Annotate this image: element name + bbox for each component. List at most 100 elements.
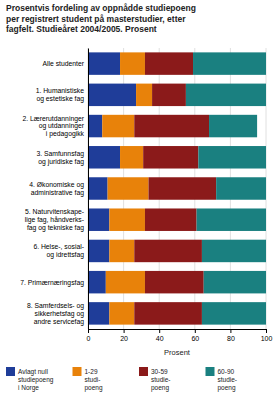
x-axis-title: Prosent xyxy=(164,348,191,357)
text-line: andre servicefag xyxy=(34,318,84,326)
bar xyxy=(120,146,143,168)
tick-label: 5. Naturvitenskape-lige fag, håndverks-f… xyxy=(25,208,85,232)
legend-swatch xyxy=(6,367,15,376)
bars xyxy=(88,52,266,324)
tick-mark xyxy=(195,329,196,333)
plot: 0 20 40 60 80 100 Prosent Alle studenter 1. Huma… xyxy=(20,48,272,357)
text-line: 2. Lærerutdanninger xyxy=(22,115,84,123)
bar xyxy=(106,271,145,293)
bar xyxy=(134,115,209,137)
legend: Avlagt nullstudiepoengi Norge 1-29studi-p… xyxy=(6,367,237,392)
text-line: 3. Samfunnsfag xyxy=(36,150,84,158)
legend-swatch xyxy=(206,367,215,376)
bar xyxy=(145,52,193,74)
tick-label: 3. Samfunnsfagog juridiske fag xyxy=(36,150,84,166)
text-line: studie- xyxy=(151,376,171,383)
bar xyxy=(102,115,134,137)
bar xyxy=(149,177,217,199)
bar xyxy=(134,240,202,262)
tick-label: 6. Helse-, sosial-og idrettsfag xyxy=(33,243,84,259)
grid-line xyxy=(88,48,89,329)
tick: 4. Økonomiske ogadministrative fag xyxy=(29,181,84,197)
bar xyxy=(88,177,108,199)
text-line: og idrettsfag xyxy=(47,251,85,259)
tick-label: 100 xyxy=(261,335,273,342)
title: Prosentvis fordeling av oppnådde studiep… xyxy=(6,3,196,34)
chart: Prosentvis fordeling av oppnådde studiep… xyxy=(0,0,278,409)
text-line: poeng xyxy=(151,384,169,392)
text-line: studi- xyxy=(85,376,101,383)
text-line: og estetiske fag xyxy=(36,95,84,103)
bar xyxy=(209,115,257,137)
text-line: 8. Samferdsels- og xyxy=(27,302,84,310)
text-line: per registrert student på masterstudier,… xyxy=(6,14,186,24)
tick: 80 xyxy=(227,329,235,342)
tick-mark xyxy=(88,329,89,333)
text-line: 1-29 xyxy=(85,368,98,375)
text-line: administrative fag xyxy=(31,189,84,197)
bar xyxy=(198,146,266,168)
legend-item: 1-29studi-poeng xyxy=(73,367,103,392)
legend-label: Avlagt nullstudiepoengi Norge xyxy=(18,368,54,392)
tick: 6. Helse-, sosial-og idrettsfag xyxy=(33,243,84,259)
bar xyxy=(109,208,145,230)
series xyxy=(186,52,266,324)
y-axis: Alle studenter 1. Humanistiskeog estetisk… xyxy=(20,49,88,330)
text-line: poeng xyxy=(85,384,103,392)
axis-line xyxy=(89,330,267,334)
bar xyxy=(216,177,266,199)
bar xyxy=(152,84,186,106)
text-line: Avlagt null xyxy=(18,368,48,376)
tick-label: 40 xyxy=(156,335,164,342)
tick-label: 0 xyxy=(87,335,91,342)
bar xyxy=(202,240,266,262)
text-line: i pedagogikk xyxy=(46,130,85,138)
text-line: og utdanninger xyxy=(39,122,85,130)
legend-label: 30-59studie-poeng xyxy=(151,368,171,392)
tick: 7. Primærnæringsfag xyxy=(20,279,84,287)
tick-label: 8. Samferdsels- ogsikkerhetsfag ogandre … xyxy=(27,302,84,326)
text-line: og juridiske fag xyxy=(38,158,84,166)
tick: 3. Samfunnsfagog juridiske fag xyxy=(36,150,84,166)
legend-item: 30-59studie-poeng xyxy=(139,367,171,392)
text-line: fagfelt. Studieåret 2004/2005. Prosent xyxy=(6,24,157,34)
bar xyxy=(88,115,102,137)
tick-mark xyxy=(124,329,125,333)
axis-line xyxy=(88,49,89,330)
text-line: 7. Primærnæringsfag xyxy=(20,279,84,287)
tick: 60 xyxy=(191,329,199,342)
bar xyxy=(143,146,198,168)
bar xyxy=(202,302,266,324)
tick-label: 2. Lærerutdanningerog utdanningeri pedag… xyxy=(22,115,84,139)
tick: 5. Naturvitenskape-lige fag, håndverks-f… xyxy=(25,208,85,232)
tick: 100 xyxy=(261,329,273,342)
tick: 20 xyxy=(120,329,128,342)
series xyxy=(102,52,152,324)
text-line: lige fag, håndverks- xyxy=(25,216,84,224)
text-line: i Norge xyxy=(18,384,39,392)
tick-label: 60 xyxy=(191,335,199,342)
bar xyxy=(136,84,152,106)
legend-item: Avlagt nullstudiepoengi Norge xyxy=(6,367,54,392)
bar xyxy=(88,302,109,324)
text-line: Alle studenter xyxy=(42,60,84,67)
text-line: 1. Humanistiske xyxy=(36,87,85,94)
tick: Alle studenter xyxy=(42,60,84,67)
tick-label: 7. Primærnæringsfag xyxy=(20,279,84,287)
text-line: poeng xyxy=(218,384,236,392)
bar xyxy=(88,146,120,168)
text-line: studiepoeng xyxy=(18,376,54,384)
tick-label: 1. Humanistiskeog estetiske fag xyxy=(36,87,85,103)
bar xyxy=(197,208,266,230)
text-line: 60-90 xyxy=(218,368,235,375)
text-line: studie- xyxy=(218,376,238,383)
bar xyxy=(109,240,134,262)
legend-label: 1-29studi-poeng xyxy=(85,368,103,392)
text-line: Prosentvis fordeling av oppnådde studiep… xyxy=(6,3,196,13)
legend-swatch xyxy=(73,367,82,376)
tick-mark xyxy=(230,329,231,333)
tick: 2. Lærerutdanningerog utdanningeri pedag… xyxy=(22,115,84,139)
tick: 0 xyxy=(87,329,91,342)
grid xyxy=(88,48,266,329)
tick: 8. Samferdsels- ogsikkerhetsfag ogandre … xyxy=(27,302,84,326)
